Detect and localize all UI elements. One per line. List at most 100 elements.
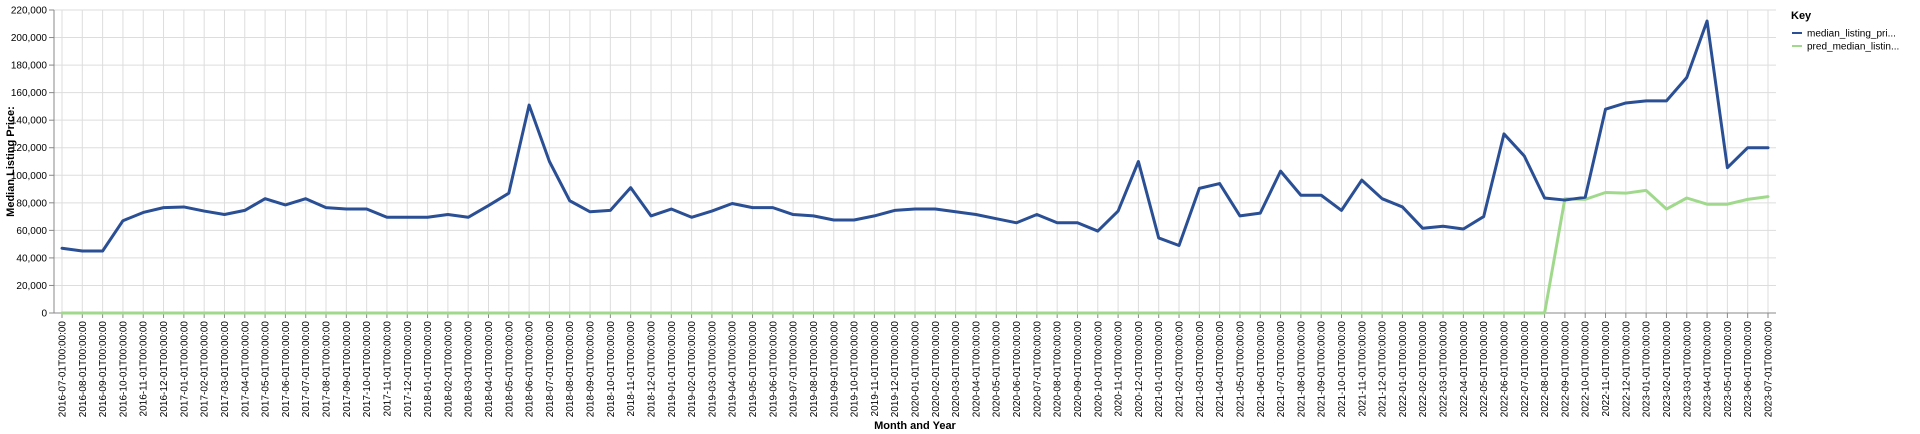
x-tick-label: 2023-02-01T00:00:00 [1662,321,1673,418]
x-tick-label: 2022-04-01T00:00:00 [1459,321,1470,418]
x-tick-label: 2023-01-01T00:00:00 [1642,321,1653,418]
x-tick-label: 2020-05-01T00:00:00 [992,321,1003,418]
axes [49,9,1776,318]
x-tick-label: 2019-10-01T00:00:00 [850,321,861,418]
x-tick-label: 2018-01-01T00:00:00 [423,321,434,418]
x-tick-label: 2021-06-01T00:00:00 [1256,321,1267,418]
x-tick-label: 2022-08-01T00:00:00 [1540,321,1551,418]
x-tick-label: 2017-08-01T00:00:00 [322,321,333,418]
y-tick-label: 180,000 [11,61,48,72]
grid-lines [54,9,1776,314]
series-lines [60,19,1770,315]
y-tick-label: 200,000 [11,33,48,44]
x-tick-label: 2019-06-01T00:00:00 [768,321,779,418]
x-tick-label: 2018-03-01T00:00:00 [464,321,475,418]
x-tick-label: 2019-11-01T00:00:00 [870,321,881,417]
x-tick-label: 2023-07-01T00:00:00 [1764,321,1775,418]
x-tick-label: 2016-11-01T00:00:00 [139,321,150,417]
x-tick-label: 2019-12-01T00:00:00 [890,321,901,418]
y-tick-label: 160,000 [11,88,48,99]
legend-label: pred_median_listin... [1807,42,1899,53]
x-tick-label: 2018-12-01T00:00:00 [646,321,657,418]
x-tick-label: 2018-05-01T00:00:00 [504,321,515,418]
x-tick-label: 2019-08-01T00:00:00 [809,321,820,418]
x-tick-label: 2017-03-01T00:00:00 [220,321,231,418]
x-tick-label: 2023-03-01T00:00:00 [1682,321,1693,418]
x-tick-label: 2019-03-01T00:00:00 [707,321,718,418]
x-tick-label: 2022-06-01T00:00:00 [1499,321,1510,418]
x-tick-label: 2022-10-01T00:00:00 [1581,321,1592,418]
x-tick-label: 2017-11-01T00:00:00 [382,321,393,417]
x-tick-label: 2021-02-01T00:00:00 [1175,321,1186,418]
x-tick-label: 2022-05-01T00:00:00 [1479,321,1490,418]
x-tick-label: 2021-11-01T00:00:00 [1357,321,1368,417]
x-tick-label: 2017-02-01T00:00:00 [200,321,211,418]
x-tick-label: 2023-04-01T00:00:00 [1703,321,1714,418]
x-tick-label: 2019-04-01T00:00:00 [728,321,739,418]
tick-labels: 0 20,000 40,000 60,000 80,000 100,000 120,000 1… [11,6,1775,418]
x-tick-label: 2021-04-01T00:00:00 [1215,321,1226,418]
x-tick-label: 2019-05-01T00:00:00 [748,321,759,418]
series-line-median-listing-price [60,19,1770,253]
x-tick-label: 2022-01-01T00:00:00 [1398,321,1409,418]
x-tick-label: 2018-09-01T00:00:00 [586,321,597,418]
x-tick-label: 2017-10-01T00:00:00 [362,321,373,418]
x-tick-label: 2020-08-01T00:00:00 [1053,321,1064,418]
x-tick-label: 2019-01-01T00:00:00 [667,321,678,418]
x-tick-label: 2016-12-01T00:00:00 [159,321,170,418]
x-tick-label: 2017-09-01T00:00:00 [342,321,353,418]
legend: Key median_listing_pri... pred_median_lis… [1791,10,1899,53]
x-tick-label: 2018-10-01T00:00:00 [606,321,617,418]
y-tick-label: 120,000 [11,143,48,154]
x-tick-label: 2020-12-01T00:00:00 [1134,321,1145,418]
x-tick-label: 2020-06-01T00:00:00 [1012,321,1023,418]
x-tick-label: 2021-08-01T00:00:00 [1296,321,1307,418]
x-tick-label: 2017-06-01T00:00:00 [281,321,292,418]
x-tick-label: 2017-01-01T00:00:00 [179,321,190,418]
x-tick-label: 2020-10-01T00:00:00 [1093,321,1104,418]
x-tick-label: 2016-09-01T00:00:00 [98,321,109,418]
x-tick-label: 2021-05-01T00:00:00 [1235,321,1246,418]
x-tick-label: 2018-06-01T00:00:00 [525,321,536,418]
x-tick-label: 2020-03-01T00:00:00 [951,321,962,418]
x-tick-label: 2017-04-01T00:00:00 [240,321,251,418]
y-tick-label: 100,000 [11,171,48,182]
x-axis-title: Month and Year [874,420,956,432]
x-tick-label: 2016-08-01T00:00:00 [78,321,89,418]
y-tick-label: 140,000 [11,116,48,127]
y-tick-label: 220,000 [11,6,48,17]
x-tick-label: 2020-11-01T00:00:00 [1114,321,1125,417]
x-tick-label: 2019-09-01T00:00:00 [829,321,840,418]
x-tick-label: 2018-02-01T00:00:00 [443,321,454,418]
x-tick-label: 2021-09-01T00:00:00 [1317,321,1328,418]
x-tick-label: 2020-07-01T00:00:00 [1032,321,1043,418]
x-tick-label: 2018-11-01T00:00:00 [626,321,637,417]
x-tick-label: 2022-02-01T00:00:00 [1418,321,1429,418]
x-tick-label: 2019-02-01T00:00:00 [687,321,698,418]
x-tick-label: 2021-10-01T00:00:00 [1337,321,1348,418]
x-tick-label: 2021-03-01T00:00:00 [1195,321,1206,418]
x-tick-label: 2017-05-01T00:00:00 [261,321,272,418]
y-tick-label: 40,000 [16,253,47,264]
x-tick-label: 2017-07-01T00:00:00 [301,321,312,418]
x-tick-label: 2023-05-01T00:00:00 [1723,321,1734,418]
x-tick-label: 2022-12-01T00:00:00 [1621,321,1632,418]
x-tick-label: 2021-12-01T00:00:00 [1378,321,1389,418]
x-tick-label: 2022-09-01T00:00:00 [1560,321,1571,418]
legend-label: median_listing_pri... [1807,29,1896,40]
x-tick-label: 2018-07-01T00:00:00 [545,321,556,418]
x-tick-label: 2022-03-01T00:00:00 [1439,321,1450,418]
x-tick-label: 2022-11-01T00:00:00 [1601,321,1612,417]
x-tick-label: 2016-10-01T00:00:00 [118,321,129,418]
x-tick-label: 2019-07-01T00:00:00 [789,321,800,418]
x-tick-label: 2020-04-01T00:00:00 [971,321,982,418]
y-tick-label: 80,000 [16,198,47,209]
y-tick-label: 0 [41,309,47,320]
x-tick-label: 2020-09-01T00:00:00 [1073,321,1084,418]
x-tick-label: 2016-07-01T00:00:00 [58,321,69,418]
y-axis-title: Median Listing Price: [5,106,17,217]
x-tick-label: 2021-01-01T00:00:00 [1154,321,1165,418]
x-tick-label: 2022-07-01T00:00:00 [1520,321,1531,418]
